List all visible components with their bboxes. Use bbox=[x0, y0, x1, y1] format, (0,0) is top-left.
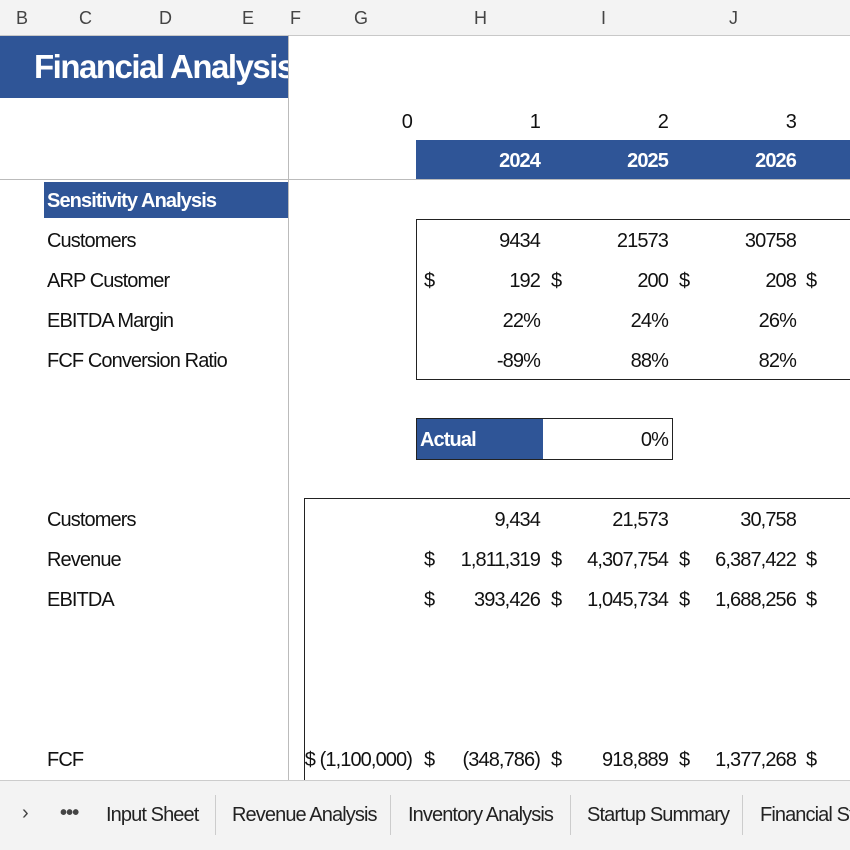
row-label: Revenue bbox=[47, 549, 122, 571]
column-header: C bbox=[79, 8, 92, 28]
period-number: 3 bbox=[785, 111, 797, 133]
value: 9,434 bbox=[494, 509, 540, 531]
value: 21573 bbox=[616, 230, 669, 252]
value: 918,889 bbox=[602, 749, 669, 771]
column-header: F bbox=[290, 8, 301, 28]
actual-fill bbox=[417, 419, 543, 459]
section-heading: Sensitivity Analysis bbox=[47, 190, 217, 212]
value: 88% bbox=[630, 350, 669, 372]
currency-symbol: $ bbox=[806, 589, 817, 611]
sheet-tab[interactable]: Revenue Analysis bbox=[232, 804, 377, 826]
currency-symbol: $ bbox=[551, 749, 562, 771]
column-header: J bbox=[729, 8, 738, 28]
section-heading-bg bbox=[44, 182, 288, 218]
tab-separator bbox=[570, 795, 571, 835]
currency-symbol: $ bbox=[424, 749, 435, 771]
period-number: 2 bbox=[657, 111, 669, 133]
value: 393,426 bbox=[474, 589, 541, 611]
value: 22% bbox=[502, 310, 541, 332]
sensitivity-box bbox=[416, 219, 850, 380]
row-label: EBITDA bbox=[47, 589, 115, 611]
column-divider bbox=[288, 35, 289, 780]
row-label: ARP Customer bbox=[47, 270, 170, 292]
value: 4,307,754 bbox=[587, 549, 669, 571]
currency-symbol: $ bbox=[424, 549, 435, 571]
currency-symbol: $ bbox=[679, 749, 690, 771]
sheet-tab[interactable]: Financial Sta bbox=[760, 804, 850, 826]
currency-symbol: $ bbox=[806, 549, 817, 571]
actual-box bbox=[416, 418, 673, 460]
actual-label: Actual bbox=[420, 429, 477, 451]
period-number: 0 bbox=[401, 111, 413, 133]
row-label: FCF Conversion Ratio bbox=[47, 350, 228, 372]
column-header: D bbox=[159, 8, 172, 28]
value: 200 bbox=[637, 270, 669, 292]
currency-symbol: $ bbox=[551, 270, 562, 292]
value: 21,573 bbox=[612, 509, 669, 531]
initial-value: $ (1,100,000) bbox=[304, 749, 413, 771]
column-header-bar bbox=[0, 0, 850, 36]
value: 26% bbox=[758, 310, 797, 332]
value: 30758 bbox=[744, 230, 797, 252]
year: 2026 bbox=[755, 150, 797, 172]
value: (348,786) bbox=[462, 749, 540, 771]
column-header: I bbox=[601, 8, 606, 28]
currency-symbol: $ bbox=[679, 589, 690, 611]
sheet-tab[interactable]: Inventory Analysis bbox=[408, 804, 554, 826]
currency-symbol: $ bbox=[551, 549, 562, 571]
tab-separator bbox=[742, 795, 743, 835]
value: 208 bbox=[765, 270, 797, 292]
tab-scroll[interactable]: › bbox=[22, 802, 29, 824]
year-bar bbox=[416, 140, 850, 179]
row-divider bbox=[0, 179, 850, 180]
title: Financial Analysis bbox=[34, 48, 295, 85]
actual-value: 0% bbox=[640, 429, 669, 451]
sheet-tab[interactable]: Input Sheet bbox=[106, 804, 199, 826]
tab-separator bbox=[215, 795, 216, 835]
value: -89% bbox=[496, 350, 541, 372]
currency-symbol: $ bbox=[424, 270, 435, 292]
sheet-tab[interactable]: Startup Summary bbox=[587, 804, 730, 826]
column-header: H bbox=[474, 8, 487, 28]
currency-symbol: $ bbox=[551, 589, 562, 611]
period-number: 1 bbox=[529, 111, 541, 133]
currency-symbol: $ bbox=[806, 749, 817, 771]
title-banner bbox=[0, 36, 288, 98]
row-label: Customers bbox=[47, 509, 136, 531]
value: 30,758 bbox=[740, 509, 797, 531]
tab-separator bbox=[390, 795, 391, 835]
value: 24% bbox=[630, 310, 669, 332]
row-label: EBITDA Margin bbox=[47, 310, 174, 332]
row-label: Customers bbox=[47, 230, 136, 252]
value: 1,688,256 bbox=[715, 589, 797, 611]
year: 2024 bbox=[499, 150, 541, 172]
year: 2025 bbox=[627, 150, 669, 172]
value: 9434 bbox=[499, 230, 541, 252]
column-header: B bbox=[16, 8, 28, 28]
value: 192 bbox=[509, 270, 541, 292]
currency-symbol: $ bbox=[679, 270, 690, 292]
currency-symbol: $ bbox=[679, 549, 690, 571]
column-header: G bbox=[354, 8, 368, 28]
value: 82% bbox=[758, 350, 797, 372]
tab-more[interactable]: ••• bbox=[60, 802, 79, 824]
value: 1,377,268 bbox=[715, 749, 797, 771]
row-label: FCF bbox=[47, 749, 84, 771]
value: 1,811,319 bbox=[460, 549, 541, 571]
column-header: E bbox=[242, 8, 254, 28]
currency-symbol: $ bbox=[806, 270, 817, 292]
value: 6,387,422 bbox=[715, 549, 797, 571]
tab-bar bbox=[0, 780, 850, 850]
value: 1,045,734 bbox=[587, 589, 669, 611]
currency-symbol: $ bbox=[424, 589, 435, 611]
